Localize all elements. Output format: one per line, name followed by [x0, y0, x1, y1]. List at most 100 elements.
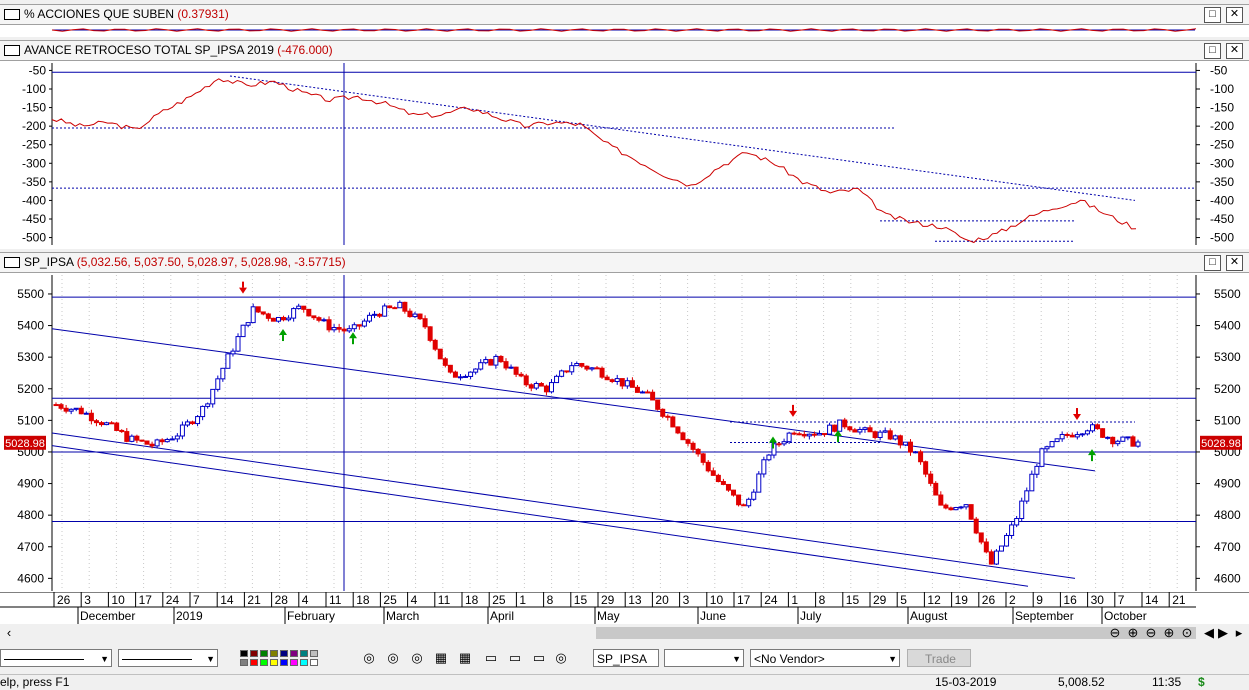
candle-body: [852, 429, 858, 433]
avance-axis-label-right: -150: [1210, 101, 1234, 115]
chrome-icon[interactable]: ◎: [555, 650, 567, 665]
color-swatch[interactable]: [290, 650, 298, 657]
month-label: May: [597, 609, 620, 623]
restore-button[interactable]: □: [1204, 7, 1221, 23]
avance-axis-label-left: -200: [22, 119, 46, 133]
date-tick-label: 17: [737, 593, 751, 607]
scroll-thumb[interactable]: [596, 627, 1196, 639]
candle-body: [230, 350, 236, 355]
color-palette[interactable]: [240, 650, 330, 668]
chrome-icon[interactable]: ◎: [387, 650, 399, 665]
candle-body: [422, 318, 428, 328]
zoom-out-icon[interactable]: ⊖: [1145, 625, 1157, 640]
candle-body: [68, 408, 74, 412]
color-swatch[interactable]: [310, 650, 318, 657]
candle-body: [741, 504, 747, 507]
zoom-in-icon[interactable]: ⊕: [1163, 625, 1175, 640]
candle-body: [442, 358, 448, 366]
candle-body: [554, 375, 560, 384]
price-axis-label-left: 5500: [17, 287, 44, 301]
date-tick-label: 29: [873, 593, 887, 607]
window-icon[interactable]: ▭: [532, 650, 546, 665]
color-swatch[interactable]: [250, 659, 258, 666]
candle-body: [867, 427, 873, 433]
candle-body: [114, 422, 120, 431]
color-swatch[interactable]: [240, 650, 248, 657]
color-swatch[interactable]: [260, 659, 268, 666]
candle-body: [614, 378, 620, 382]
candle-body: [270, 317, 276, 322]
color-swatch[interactable]: [300, 659, 308, 666]
date-tick-label: 4: [411, 593, 418, 607]
price-axis-label-left: 5100: [17, 413, 44, 427]
calendar-icon[interactable]: ▦: [434, 650, 448, 665]
candle-body: [847, 426, 853, 431]
chrome-icon[interactable]: ◎: [363, 650, 375, 665]
avance-plot: -50 -50 -100 -100 -150 -150 -200 -200 -250 -250 -3…: [22, 63, 1234, 245]
candle-body: [1079, 433, 1085, 436]
vendor-select[interactable]: <No Vendor> ▼: [750, 649, 900, 667]
window-icon[interactable]: ▭: [484, 650, 498, 665]
candle-body: [149, 443, 155, 447]
candle-body: [245, 322, 251, 326]
restore-button[interactable]: □: [1204, 255, 1221, 271]
candle-body: [897, 435, 903, 446]
calendar-icon[interactable]: ▦: [458, 650, 472, 665]
date-tick-label: 2: [1009, 593, 1016, 607]
color-swatch[interactable]: [250, 650, 258, 657]
buy-arrow-icon: [834, 430, 842, 437]
scroll-left-icon[interactable]: ‹: [6, 625, 12, 640]
color-swatch[interactable]: [300, 650, 308, 657]
candle-body: [412, 313, 418, 318]
zoom-in-icon[interactable]: ⊕: [1127, 625, 1139, 640]
line-style-select[interactable]: ▼: [0, 649, 112, 667]
symbol-input[interactable]: SP_IPSA: [593, 649, 659, 667]
price-plot[interactable]: 5500 5500 5400 5400 5300 5300 5200 5200 5100 5100…: [0, 253, 1249, 593]
candle-body: [447, 364, 453, 373]
price-axis-label-left: 4700: [17, 540, 44, 554]
date-tick-label: 16: [1063, 593, 1077, 607]
zoom-out-icon[interactable]: ⊖: [1109, 625, 1121, 640]
chrome-icon[interactable]: ◎: [411, 650, 423, 665]
color-swatch[interactable]: [290, 659, 298, 666]
color-swatch[interactable]: [270, 650, 278, 657]
date-tick-label: 8: [819, 593, 826, 607]
date-axis: 26 3 10 17 24 7 14 21 28 4 11 18 25 4 11 18 25 1 8 15 29 13 20…: [0, 592, 1249, 624]
avance-axis-label-right: -400: [1210, 193, 1234, 207]
close-button[interactable]: ✕: [1226, 43, 1243, 59]
candle-body: [655, 399, 661, 410]
color-swatch[interactable]: [260, 650, 268, 657]
candle-body: [215, 378, 221, 390]
first-icon[interactable]: ◀: [1204, 625, 1214, 640]
last-icon[interactable]: ▸: [1235, 625, 1243, 640]
candle-body: [1014, 518, 1020, 526]
next-icon[interactable]: ▶: [1218, 625, 1228, 640]
zoom-reset-icon[interactable]: ⊙: [1181, 625, 1193, 640]
window-icon[interactable]: ▭: [508, 650, 522, 665]
color-swatch[interactable]: [270, 659, 278, 666]
interval-select[interactable]: ▼: [664, 649, 744, 667]
price-axis-label-right: 5300: [1214, 350, 1241, 364]
candle-body: [316, 317, 322, 321]
last-price-tag-label: 5028.98: [5, 438, 45, 450]
color-swatch[interactable]: [280, 659, 288, 666]
candle-body: [766, 454, 772, 461]
candle-body: [1089, 424, 1095, 432]
candle-body: [366, 314, 372, 322]
line-width-select[interactable]: ▼: [118, 649, 218, 667]
candle-body: [200, 405, 206, 418]
price-axis-label-left: 4800: [17, 508, 44, 522]
candle-body: [720, 481, 726, 485]
candle-body: [281, 316, 287, 321]
color-swatch[interactable]: [280, 650, 288, 657]
restore-button[interactable]: □: [1204, 43, 1221, 59]
candle-body: [164, 438, 170, 443]
color-swatch[interactable]: [240, 659, 248, 666]
close-button[interactable]: ✕: [1226, 255, 1243, 271]
candle-body: [1004, 534, 1010, 547]
price-axis-label-left: 4900: [17, 477, 44, 491]
trade-button[interactable]: Trade: [907, 649, 971, 667]
color-swatch[interactable]: [310, 659, 318, 666]
candle-body: [690, 442, 696, 450]
close-button[interactable]: ✕: [1226, 7, 1243, 23]
